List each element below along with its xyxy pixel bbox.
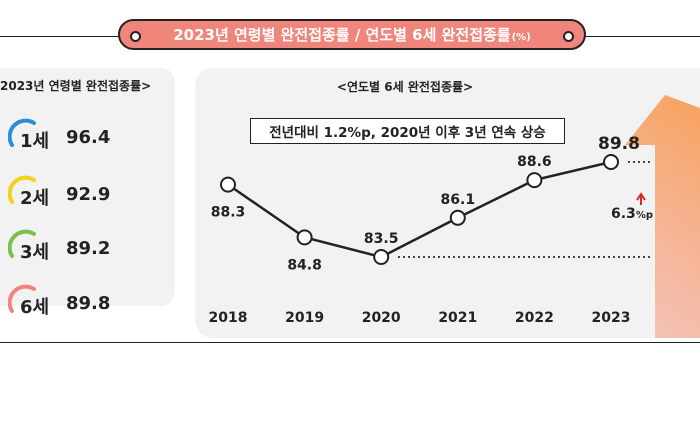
- data-label: 88.6: [517, 154, 552, 170]
- arc-icon: [8, 229, 36, 258]
- age-label: 2세: [20, 188, 50, 209]
- age-label: 1세: [20, 131, 50, 152]
- annotation-callout: 전년대비 1.2%p, 2020년 이후 3년 연속 상승: [250, 118, 565, 144]
- series-line: [227, 160, 612, 259]
- banner-title-unit: (%): [511, 32, 531, 43]
- arc-icon: [8, 175, 36, 204]
- x-tick-label: 2020: [362, 310, 401, 326]
- data-label: 88.3: [211, 205, 246, 221]
- data-point: [526, 172, 543, 189]
- growth-arrow-icon: [350, 95, 700, 338]
- data-point: [220, 176, 236, 193]
- yearly-rate-panel: [195, 68, 700, 338]
- banner-title: 2023년 연령별 완전접종률 / 연도별 6세 완전접종률: [173, 26, 511, 44]
- data-label: 83.5: [364, 231, 399, 247]
- footer-rule: [0, 342, 700, 343]
- age-value: 92.9: [66, 184, 111, 205]
- bullet-dot-icon: [563, 31, 574, 42]
- x-tick-label: 2023: [592, 310, 631, 326]
- age-rate-item: 3세 89.2: [8, 228, 168, 268]
- age-label: 3세: [20, 242, 50, 263]
- change-value: 6.3%p: [611, 206, 653, 222]
- age-value: 96.4: [66, 127, 111, 148]
- age-rate-item: 1세 96.4: [8, 117, 168, 157]
- data-label: 89.8: [598, 134, 640, 154]
- line-chart: 88.3 84.8 83.5 86.1 88.6 89.8 2018 2019 2020 202…: [209, 95, 700, 338]
- data-point: [373, 249, 390, 265]
- arc-icon: [8, 284, 36, 313]
- x-tick-label: 2019: [285, 310, 324, 326]
- age-rate-panel-title: 2023년 연령별 완전접종률>: [0, 79, 152, 93]
- arc-icon: [8, 118, 36, 147]
- data-label: 86.1: [441, 192, 476, 208]
- data-point: [603, 154, 619, 170]
- infographic: 2023년 연령별 완전접종률 / 연도별 6세 완전접종률 (%) 2023년…: [0, 19, 700, 343]
- age-rate-item: 6세 89.8: [8, 283, 168, 323]
- data-label: 84.8: [287, 257, 322, 273]
- x-tick-label: 2022: [515, 310, 554, 326]
- age-rate-item: 2세 92.9: [8, 174, 168, 214]
- chart-title: <연도별 6세 완전접종률>: [336, 80, 474, 94]
- age-value: 89.2: [66, 238, 111, 259]
- age-label: 6세: [20, 297, 50, 318]
- age-rate-panel: [0, 68, 175, 306]
- up-arrow-icon: [636, 192, 646, 205]
- data-point: [296, 229, 313, 246]
- age-value: 89.8: [66, 293, 111, 314]
- bullet-dot-icon: [130, 31, 141, 42]
- data-point: [449, 209, 466, 226]
- x-tick-label: 2021: [438, 310, 477, 326]
- title-banner: 2023년 연령별 완전접종률 / 연도별 6세 완전접종률 (%): [118, 19, 586, 50]
- x-tick-label: 2018: [209, 310, 248, 326]
